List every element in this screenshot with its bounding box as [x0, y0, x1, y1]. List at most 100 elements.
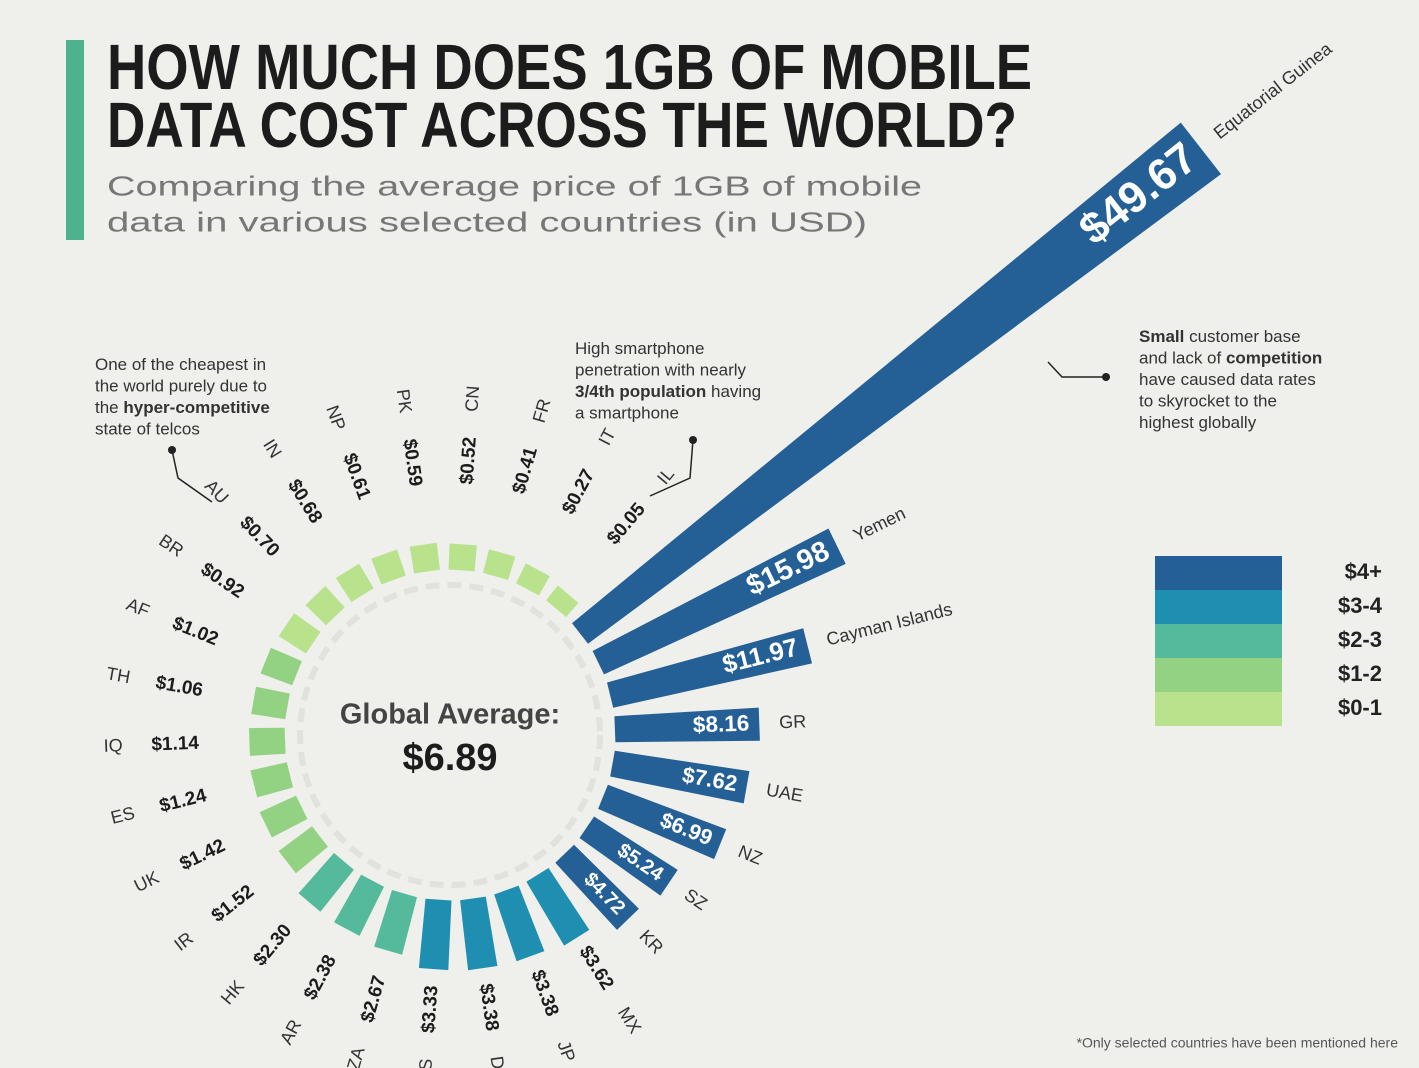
value-label: $1.42	[177, 835, 229, 875]
legend-label: $1-2	[1338, 661, 1382, 686]
country-label: IT	[595, 425, 620, 449]
annotation-text: highest globally	[1139, 413, 1257, 432]
country-label: MX	[614, 1003, 645, 1036]
country-label: SZ	[681, 885, 711, 914]
annotation-text: have caused data rates	[1139, 370, 1316, 389]
country-label: UK	[131, 867, 162, 896]
legend-label: $0-1	[1338, 695, 1382, 720]
bar	[298, 853, 354, 912]
country-label: ES	[109, 803, 137, 828]
value-label: $2.38	[300, 952, 341, 1004]
annotation-line: High smartphone	[575, 339, 704, 358]
country-label: JP	[553, 1038, 579, 1065]
annotation-text: customer base	[1184, 327, 1300, 346]
leader-dot	[689, 436, 697, 444]
bar	[334, 874, 384, 936]
annotation-text: One of the cheapest in	[95, 355, 266, 374]
country-label: IN	[259, 436, 285, 462]
title-line: DATA COST ACROSS THE WORLD?	[107, 89, 1017, 161]
annotation-line: highest globally	[1139, 413, 1257, 432]
country-label: IR	[170, 928, 196, 955]
bar	[305, 586, 345, 626]
leader-lines	[171, 361, 1106, 503]
legend-label: $3-4	[1338, 593, 1383, 618]
bar	[607, 628, 812, 708]
leader-line	[649, 439, 694, 497]
annotation-line: state of telcos	[95, 420, 200, 439]
accent-bar	[66, 40, 84, 240]
legend-swatch	[1155, 692, 1282, 726]
bar	[371, 549, 406, 585]
value-label: $2.67	[357, 973, 390, 1024]
value-label: $1.52	[208, 881, 258, 927]
annotation-line: to skyrocket to the	[1139, 392, 1277, 411]
value-label: $0.61	[338, 450, 374, 502]
legend-swatch	[1155, 624, 1282, 658]
country-label: ZA	[343, 1045, 369, 1068]
bar	[598, 784, 727, 860]
annotation-text: penetration with nearly	[575, 361, 747, 380]
country-label: TH	[105, 663, 132, 687]
global-average: $6.89	[402, 737, 497, 779]
bar	[409, 542, 440, 574]
country-label: PK	[393, 388, 416, 415]
center-label: Global Average:	[340, 699, 560, 731]
legend-swatch	[1155, 556, 1282, 590]
value-label: $0.59	[399, 438, 426, 488]
leader-dot	[1102, 373, 1110, 381]
value-label: $0.52	[457, 436, 481, 485]
value-label: $0.27	[558, 466, 599, 518]
country-label: CN	[461, 385, 483, 412]
annotation-line: the world purely due to	[95, 377, 267, 396]
annotation-line: a smartphone	[575, 404, 679, 423]
annotation-text: High smartphone	[575, 339, 704, 358]
bar	[614, 707, 760, 743]
value-label: $3.38	[527, 967, 563, 1019]
annotation-line: have caused data rates	[1139, 370, 1316, 389]
legend-swatch	[1155, 590, 1282, 624]
inner-ring	[297, 582, 603, 888]
country-label: GR	[779, 711, 807, 732]
country-label: BR	[155, 530, 187, 561]
country-label: IQ	[103, 735, 123, 756]
bar	[494, 885, 545, 962]
country-label: Cayman Islands	[824, 599, 954, 650]
value-label: $8.16	[692, 711, 749, 738]
country-label: Yemen	[850, 503, 909, 545]
leader-line	[1047, 361, 1106, 378]
country-label: US	[414, 1058, 436, 1068]
bar	[516, 563, 550, 596]
country-label: NZ	[735, 841, 765, 869]
bar	[251, 686, 290, 720]
bar	[260, 647, 302, 686]
title-line: HOW MUCH DOES 1GB OF MOBILE	[107, 31, 1032, 103]
bar	[555, 844, 639, 930]
bar	[278, 826, 328, 874]
value-label: $0.68	[283, 476, 326, 527]
legend-swatch	[1155, 658, 1282, 692]
country-label: Equatorial Guinea	[1210, 38, 1337, 143]
bar	[526, 868, 590, 946]
country-label: AU	[201, 476, 233, 508]
annotation-text: state of telcos	[95, 420, 200, 439]
annotation-text: a smartphone	[575, 404, 679, 423]
country-label: AR	[276, 1016, 305, 1047]
annotation-text: competition	[1226, 349, 1322, 368]
leader-dot	[168, 446, 176, 454]
value-label: $3.62	[575, 942, 618, 993]
annotation-line: penetration with nearly	[575, 361, 747, 380]
value-label: $1.14	[151, 733, 200, 756]
bar	[250, 762, 293, 798]
value-label: $0.05	[603, 499, 650, 549]
bar	[448, 543, 477, 572]
country-label: FR	[529, 396, 555, 425]
annotation-line: Small customer base	[1139, 327, 1301, 346]
annotation-text: the	[95, 398, 123, 417]
annotation-text: 3/4th population	[575, 382, 706, 401]
annotation-line: 3/4th population having	[575, 382, 761, 401]
bar	[579, 816, 678, 896]
annotation-text: the world purely due to	[95, 377, 267, 396]
value-label: $1.02	[169, 613, 221, 650]
annotation-line: the hyper-competitive	[95, 398, 270, 417]
